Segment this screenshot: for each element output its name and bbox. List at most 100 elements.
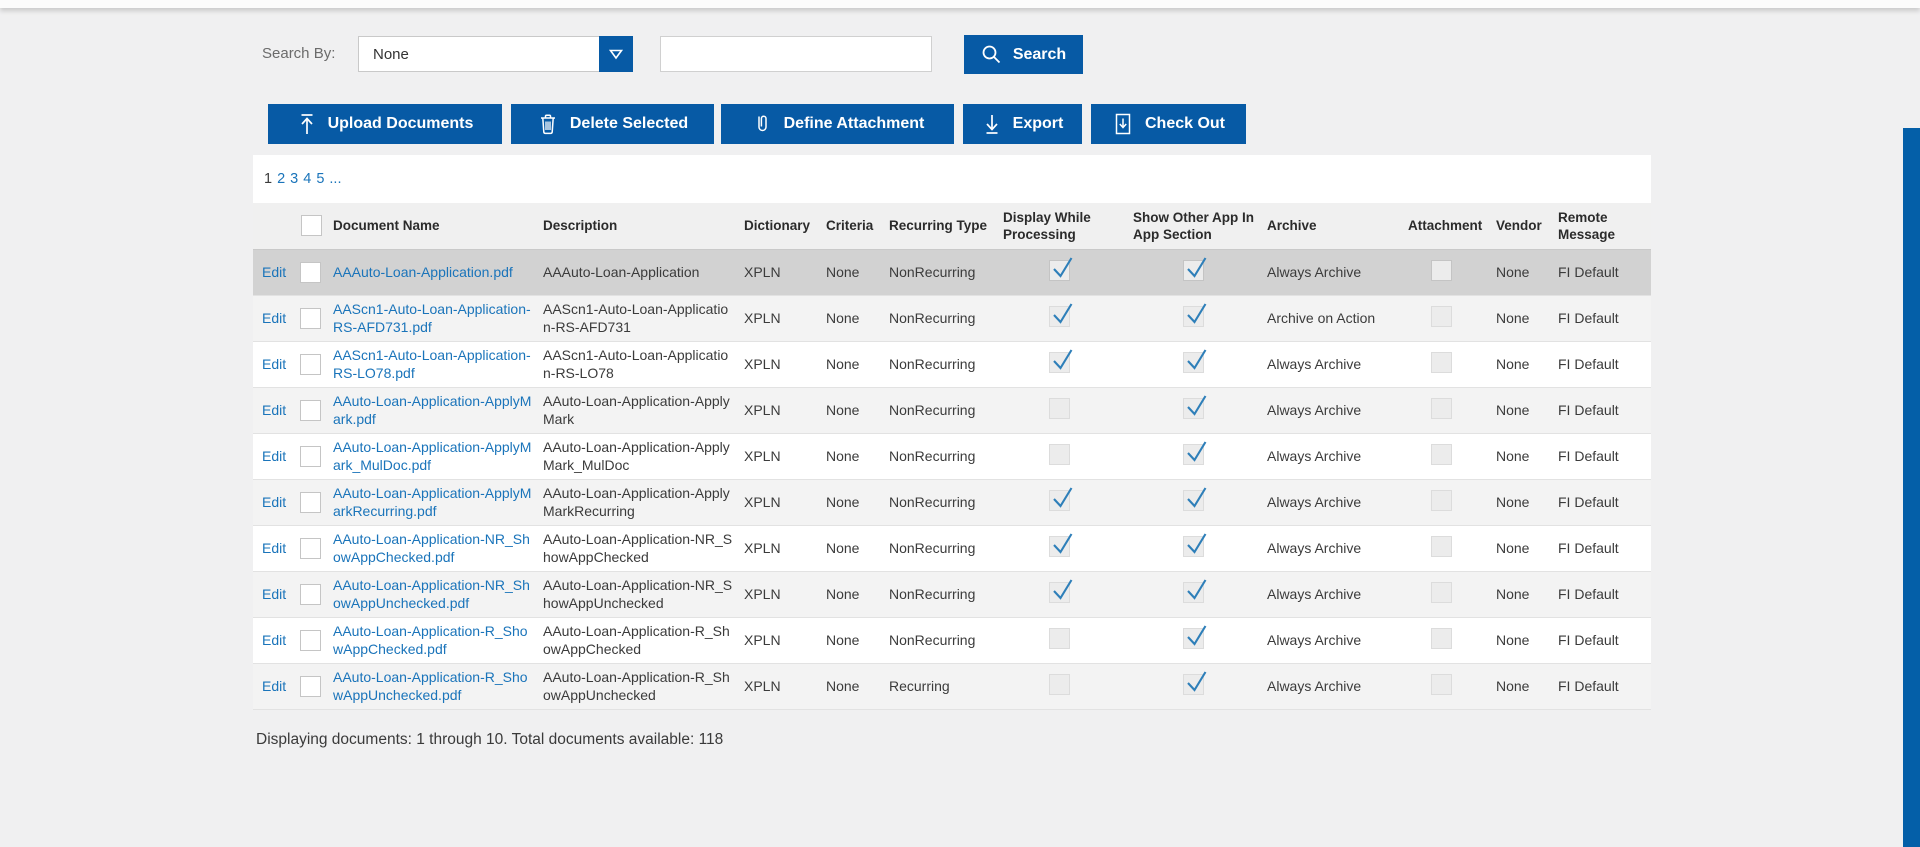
attachment-checkbox[interactable] bbox=[1431, 535, 1452, 557]
show-other-app-checkbox[interactable] bbox=[1183, 578, 1207, 603]
attachment-checkbox[interactable] bbox=[1431, 397, 1452, 419]
row-select-checkbox[interactable] bbox=[299, 629, 321, 651]
chevron-down-icon[interactable] bbox=[599, 36, 633, 72]
export-button[interactable]: Export bbox=[963, 104, 1082, 144]
table-row: Edit AAuto-Loan-Application-ApplyMark.pd… bbox=[253, 387, 1651, 433]
scrollbar-track[interactable] bbox=[1903, 8, 1920, 847]
page-link-5[interactable]: 5 bbox=[316, 171, 325, 187]
remote-message-cell: FI Default bbox=[1558, 356, 1619, 372]
criteria-cell: None bbox=[826, 586, 860, 602]
document-name-link[interactable]: AAAuto-Loan-Application.pdf bbox=[333, 264, 513, 280]
edit-link[interactable]: Edit bbox=[262, 448, 287, 464]
edit-link[interactable]: Edit bbox=[262, 632, 287, 648]
show-other-app-checkbox[interactable] bbox=[1183, 348, 1207, 373]
document-name-link[interactable]: AAuto-Loan-Application-ApplyMarkRecurrin… bbox=[333, 485, 532, 519]
attachment-checkbox[interactable] bbox=[1431, 581, 1452, 603]
show-other-app-checkbox[interactable] bbox=[1183, 486, 1207, 511]
search-by-dropdown[interactable]: None bbox=[358, 36, 633, 72]
check-icon bbox=[1053, 486, 1073, 508]
archive-cell: Always Archive bbox=[1267, 494, 1362, 510]
display-while-processing-checkbox[interactable] bbox=[1049, 348, 1073, 373]
show-other-app-checkbox[interactable] bbox=[1183, 670, 1207, 695]
display-while-processing-checkbox[interactable] bbox=[1049, 302, 1073, 327]
show-other-app-checkbox[interactable] bbox=[1183, 624, 1207, 649]
check-icon bbox=[1187, 394, 1207, 416]
edit-link[interactable]: Edit bbox=[262, 356, 287, 372]
edit-link[interactable]: Edit bbox=[262, 402, 287, 418]
display-while-processing-checkbox[interactable] bbox=[1049, 256, 1073, 281]
attachment-checkbox[interactable] bbox=[1431, 443, 1452, 465]
archive-cell: Always Archive bbox=[1267, 632, 1362, 648]
document-name-link[interactable]: AAScn1-Auto-Loan-Application-RS-LO78.pdf bbox=[333, 347, 531, 381]
edit-link[interactable]: Edit bbox=[262, 264, 287, 280]
description-cell: AAuto-Loan-Application-R_ShowAppChecked bbox=[543, 623, 730, 657]
row-select-checkbox[interactable] bbox=[299, 491, 321, 513]
display-while-processing-checkbox[interactable] bbox=[1049, 627, 1070, 649]
display-while-processing-checkbox[interactable] bbox=[1049, 486, 1073, 511]
page-link-4[interactable]: 4 bbox=[303, 171, 312, 187]
display-while-processing-checkbox[interactable] bbox=[1049, 578, 1073, 603]
check-icon bbox=[1053, 348, 1073, 370]
row-select-checkbox[interactable] bbox=[299, 307, 321, 329]
page-link-3[interactable]: 3 bbox=[290, 171, 299, 187]
show-other-app-checkbox[interactable] bbox=[1183, 440, 1207, 465]
row-select-checkbox[interactable] bbox=[299, 445, 321, 467]
document-name-link[interactable]: AAuto-Loan-Application-ApplyMark.pdf bbox=[333, 393, 532, 427]
search-input[interactable] bbox=[660, 36, 932, 72]
attachment-checkbox[interactable] bbox=[1431, 259, 1452, 281]
row-select-checkbox[interactable] bbox=[299, 261, 321, 283]
col-header-remote-message: Remote Message bbox=[1558, 203, 1651, 250]
scrollbar-thumb[interactable] bbox=[1903, 128, 1920, 847]
show-other-app-checkbox[interactable] bbox=[1183, 302, 1207, 327]
table-row: Edit AAuto-Loan-Application-NR_ShowAppCh… bbox=[253, 525, 1651, 571]
attachment-checkbox[interactable] bbox=[1431, 351, 1452, 373]
col-header-document-name: Document Name bbox=[333, 203, 543, 250]
select-all-checkbox[interactable] bbox=[300, 215, 322, 237]
recurring-type-cell: NonRecurring bbox=[889, 264, 976, 280]
document-name-link[interactable]: AAuto-Loan-Application-R_ShowAppChecked.… bbox=[333, 623, 528, 657]
row-select-checkbox[interactable] bbox=[299, 675, 321, 697]
page-link-2[interactable]: 2 bbox=[277, 171, 286, 187]
delete-selected-label: Delete Selected bbox=[569, 115, 689, 132]
check-out-label: Check Out bbox=[1144, 115, 1225, 132]
document-name-link[interactable]: AAuto-Loan-Application-NR_ShowAppUncheck… bbox=[333, 577, 530, 611]
edit-link[interactable]: Edit bbox=[262, 494, 287, 510]
document-name-link[interactable]: AAuto-Loan-Application-NR_ShowAppChecked… bbox=[333, 531, 530, 565]
delete-selected-button[interactable]: Delete Selected bbox=[511, 104, 714, 144]
vendor-cell: None bbox=[1496, 310, 1530, 326]
show-other-app-checkbox[interactable] bbox=[1183, 256, 1207, 281]
page-ellipsis[interactable]: ... bbox=[329, 171, 342, 187]
vendor-cell: None bbox=[1496, 540, 1530, 556]
col-header-display-while-processing: Display While Processing bbox=[1003, 203, 1133, 250]
edit-link[interactable]: Edit bbox=[262, 586, 287, 602]
edit-link[interactable]: Edit bbox=[262, 540, 287, 556]
check-out-button[interactable]: Check Out bbox=[1091, 104, 1246, 144]
edit-link[interactable]: Edit bbox=[262, 678, 287, 694]
documents-panel: 1 2 3 4 5 ... Document Name Description … bbox=[253, 155, 1651, 710]
display-while-processing-checkbox[interactable] bbox=[1049, 532, 1073, 557]
check-icon bbox=[1187, 486, 1207, 508]
row-select-checkbox[interactable] bbox=[299, 353, 321, 375]
display-while-processing-checkbox[interactable] bbox=[1049, 673, 1070, 695]
row-select-checkbox[interactable] bbox=[299, 537, 321, 559]
define-attachment-button[interactable]: Define Attachment bbox=[721, 104, 954, 144]
display-while-processing-checkbox[interactable] bbox=[1049, 397, 1070, 419]
search-button[interactable]: Search bbox=[964, 35, 1083, 74]
show-other-app-checkbox[interactable] bbox=[1183, 532, 1207, 557]
attachment-checkbox[interactable] bbox=[1431, 305, 1452, 327]
row-select-checkbox[interactable] bbox=[299, 399, 321, 421]
attachment-checkbox[interactable] bbox=[1431, 489, 1452, 511]
recurring-type-cell: NonRecurring bbox=[889, 540, 976, 556]
show-other-app-checkbox[interactable] bbox=[1183, 394, 1207, 419]
edit-link[interactable]: Edit bbox=[262, 310, 287, 326]
attachment-checkbox[interactable] bbox=[1431, 627, 1452, 649]
display-while-processing-checkbox[interactable] bbox=[1049, 443, 1070, 465]
row-select-checkbox[interactable] bbox=[299, 583, 321, 605]
document-name-link[interactable]: AAuto-Loan-Application-ApplyMark_MulDoc.… bbox=[333, 439, 532, 473]
document-name-link[interactable]: AAuto-Loan-Application-R_ShowAppUnchecke… bbox=[333, 669, 528, 703]
attachment-checkbox[interactable] bbox=[1431, 673, 1452, 695]
vendor-cell: None bbox=[1496, 448, 1530, 464]
criteria-cell: None bbox=[826, 310, 860, 326]
upload-documents-button[interactable]: Upload Documents bbox=[268, 104, 502, 144]
document-name-link[interactable]: AAScn1-Auto-Loan-Application-RS-AFD731.p… bbox=[333, 301, 531, 335]
